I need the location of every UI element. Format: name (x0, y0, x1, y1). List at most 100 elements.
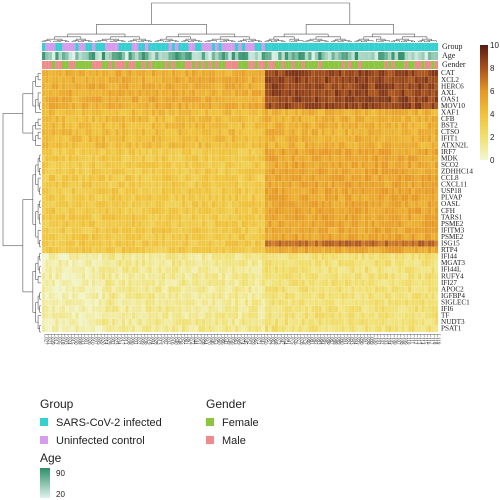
heatmap-cell (148, 141, 152, 149)
heatmap-cell (85, 141, 89, 149)
heatmap-cell (351, 155, 355, 162)
heatmap-cell (321, 115, 326, 123)
heatmap-cell (278, 246, 282, 254)
annotation-age-cell (151, 52, 156, 60)
heatmap-cell (417, 161, 422, 169)
heatmap-cell (45, 89, 49, 97)
heatmap-cell (334, 69, 339, 77)
heatmap-cell (111, 240, 116, 248)
heatmap-cell (254, 109, 259, 117)
heatmap-cell (301, 181, 306, 189)
heatmap-cell (324, 141, 329, 149)
heatmap-cell (141, 181, 146, 189)
heatmap-cell (168, 141, 172, 149)
annotation-age-cell (388, 52, 392, 60)
heatmap-cell (261, 168, 266, 175)
heatmap-cell (218, 253, 222, 261)
heatmap-cell (304, 187, 309, 195)
heatmap-cell (377, 141, 382, 149)
heatmap-cell (168, 292, 172, 300)
heatmap-cell (271, 148, 276, 156)
heatmap-cell (427, 253, 432, 261)
heatmap-cell (234, 200, 239, 208)
heatmap-cell (158, 96, 162, 103)
heatmap-cell (354, 187, 359, 195)
heatmap-cell (258, 253, 262, 261)
heatmap-cell (268, 272, 272, 280)
heatmap-cell (221, 286, 226, 293)
heatmap-cell (161, 181, 166, 189)
heatmap-cell (105, 135, 109, 143)
heatmap-cell (367, 213, 372, 221)
heatmap-cell (105, 168, 109, 175)
heatmap-cell (394, 240, 399, 248)
heatmap-cell (411, 246, 415, 254)
heatmap-cell (191, 194, 196, 202)
heatmap-cell (111, 148, 116, 156)
heatmap-cell (234, 148, 239, 156)
heatmap-cell (261, 246, 266, 254)
heatmap-cell (328, 69, 332, 77)
heatmap-cell (321, 194, 326, 202)
heatmap-cell (417, 259, 422, 267)
heatmap-cell (98, 227, 103, 234)
heatmap-cell (261, 194, 266, 202)
heatmap-cell (58, 69, 63, 77)
heatmap-cell (401, 194, 405, 202)
heatmap-cell (298, 181, 302, 189)
heatmap-cell (298, 279, 302, 287)
heatmap-cell (234, 194, 239, 202)
heatmap-cell (364, 253, 369, 261)
heatmap-cell (145, 161, 149, 169)
heatmap-cell (61, 109, 66, 117)
heatmap-cell (414, 253, 419, 261)
heatmap-cell (75, 213, 79, 221)
heatmap-cell (354, 286, 359, 293)
heatmap-cell (397, 96, 402, 103)
heatmap-cell (174, 194, 179, 202)
heatmap-cell (98, 259, 103, 267)
heatmap-cell (344, 279, 349, 287)
heatmap-cell (367, 161, 372, 169)
heatmap-cell (421, 207, 425, 215)
heatmap-cell (151, 82, 156, 90)
heatmap-cell (308, 200, 312, 208)
heatmap-cell (48, 82, 53, 90)
heatmap-cell (111, 253, 116, 261)
annotation-gender-cell (424, 61, 429, 69)
heatmap-cell (434, 279, 439, 287)
heatmap-cell (407, 115, 412, 123)
annotation-group-cell (281, 43, 285, 51)
heatmap-cell (268, 115, 272, 123)
heatmap-cell (358, 155, 362, 162)
heatmap-cell (311, 194, 316, 202)
heatmap-cell (85, 161, 89, 169)
heatmap-cell (401, 266, 405, 274)
heatmap-cell (68, 220, 73, 228)
heatmap-cell (407, 148, 412, 156)
heatmap-cell (427, 122, 432, 130)
heatmap-cell (231, 168, 236, 175)
heatmap-cell (95, 174, 99, 182)
heatmap-cell (51, 292, 56, 300)
heatmap-cell (128, 102, 133, 110)
heatmap-cell (155, 272, 159, 280)
heatmap-cell (271, 181, 276, 189)
heatmap-cell (291, 266, 296, 274)
heatmap-cell (338, 253, 342, 261)
heatmap-cell (288, 272, 292, 280)
heatmap-cell (348, 109, 352, 117)
heatmap-cell (318, 168, 322, 175)
heatmap-cell (198, 69, 202, 77)
annotation-age-cell (85, 52, 89, 60)
heatmap-cell (431, 102, 435, 110)
heatmap-cell (424, 220, 429, 228)
heatmap-cell (68, 148, 73, 156)
annotation-group-cell (264, 43, 269, 51)
heatmap-cell (221, 69, 226, 77)
heatmap-cell (341, 266, 346, 274)
heatmap-cell (291, 148, 296, 156)
heatmap-cell (344, 102, 349, 110)
heatmap-cell (258, 207, 262, 215)
heatmap-cell (421, 181, 425, 189)
